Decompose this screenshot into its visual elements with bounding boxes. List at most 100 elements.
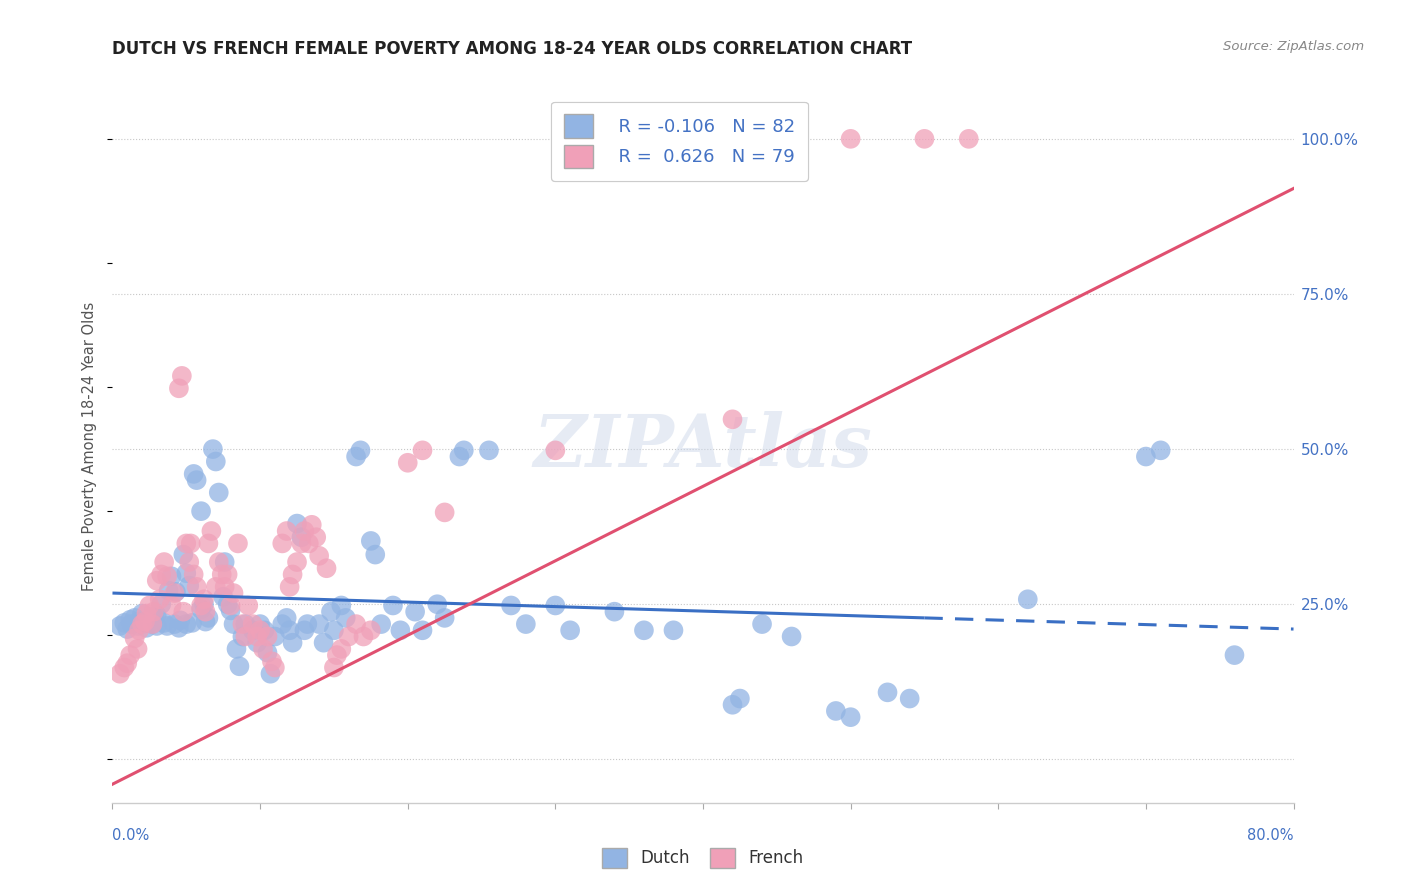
- Point: [228, 659, 250, 673]
- Point: [112, 660, 135, 674]
- Point: [156, 619, 179, 633]
- Point: [217, 567, 239, 582]
- Point: [157, 583, 180, 598]
- Point: [117, 656, 138, 670]
- Point: [169, 613, 191, 627]
- Point: [242, 617, 264, 632]
- Point: [138, 613, 160, 627]
- Point: [319, 605, 342, 619]
- Point: [225, 641, 247, 656]
- Point: [433, 611, 456, 625]
- Point: [259, 666, 281, 681]
- Point: [153, 615, 176, 630]
- Point: [260, 654, 283, 668]
- Point: [124, 632, 146, 646]
- Point: [186, 580, 208, 594]
- Point: [146, 608, 169, 623]
- Point: [278, 624, 301, 638]
- Text: ZIPAtlas: ZIPAtlas: [534, 410, 872, 482]
- Point: [453, 443, 475, 458]
- Point: [323, 624, 346, 638]
- Point: [186, 473, 208, 487]
- Point: [205, 580, 228, 594]
- Point: [112, 615, 135, 630]
- Point: [603, 605, 626, 619]
- Point: [281, 636, 304, 650]
- Point: [692, 132, 714, 146]
- Point: [183, 467, 205, 481]
- Point: [558, 624, 582, 638]
- Point: [142, 605, 165, 619]
- Point: [276, 611, 298, 625]
- Point: [211, 567, 233, 582]
- Point: [174, 566, 197, 581]
- Point: [194, 605, 217, 619]
- Point: [121, 617, 143, 632]
- Y-axis label: Female Poverty Among 18-24 Year Olds: Female Poverty Among 18-24 Year Olds: [82, 301, 97, 591]
- Point: [156, 569, 179, 583]
- Point: [179, 579, 201, 593]
- Text: 80.0%: 80.0%: [1247, 828, 1294, 843]
- Point: [404, 605, 426, 619]
- Point: [301, 517, 323, 532]
- Point: [335, 611, 357, 625]
- Point: [344, 450, 367, 464]
- Point: [222, 617, 245, 632]
- Point: [246, 636, 269, 650]
- Point: [305, 530, 328, 544]
- Point: [515, 617, 537, 632]
- Point: [163, 617, 186, 632]
- Point: [174, 536, 197, 550]
- Point: [174, 617, 197, 632]
- Point: [898, 691, 921, 706]
- Point: [264, 630, 287, 644]
- Point: [1017, 592, 1039, 607]
- Point: [141, 617, 163, 632]
- Point: [190, 599, 212, 613]
- Text: DUTCH VS FRENCH FEMALE POVERTY AMONG 18-24 YEAR OLDS CORRELATION CHART: DUTCH VS FRENCH FEMALE POVERTY AMONG 18-…: [112, 40, 912, 58]
- Point: [200, 524, 222, 538]
- Point: [957, 132, 980, 146]
- Point: [167, 621, 190, 635]
- Point: [323, 660, 346, 674]
- Point: [127, 619, 149, 633]
- Point: [721, 698, 744, 712]
- Point: [163, 586, 186, 600]
- Legend:   R = -0.106   N = 82,   R =  0.626   N = 79: R = -0.106 N = 82, R = 0.626 N = 79: [551, 102, 808, 181]
- Point: [544, 443, 567, 458]
- Point: [876, 685, 898, 699]
- Point: [217, 597, 239, 611]
- Point: [134, 615, 156, 630]
- Point: [330, 599, 353, 613]
- Point: [150, 567, 173, 582]
- Point: [160, 569, 183, 583]
- Point: [180, 536, 202, 550]
- Point: [544, 599, 567, 613]
- Point: [780, 630, 803, 644]
- Point: [190, 504, 212, 518]
- Point: [839, 710, 862, 724]
- Point: [330, 641, 353, 656]
- Point: [131, 607, 153, 621]
- Point: [360, 624, 382, 638]
- Point: [193, 592, 215, 607]
- Point: [197, 611, 219, 625]
- Point: [128, 615, 150, 629]
- Point: [290, 530, 312, 544]
- Point: [183, 567, 205, 582]
- Point: [226, 536, 249, 550]
- Point: [193, 597, 215, 611]
- Point: [290, 536, 312, 550]
- Point: [135, 607, 157, 621]
- Point: [1135, 450, 1157, 464]
- Point: [308, 617, 330, 632]
- Point: [352, 630, 374, 644]
- Point: [165, 584, 187, 599]
- Point: [252, 641, 274, 656]
- Point: [249, 617, 271, 632]
- Text: 0.0%: 0.0%: [112, 828, 149, 843]
- Point: [256, 630, 278, 644]
- Point: [146, 574, 169, 588]
- Point: [370, 617, 392, 632]
- Point: [285, 555, 308, 569]
